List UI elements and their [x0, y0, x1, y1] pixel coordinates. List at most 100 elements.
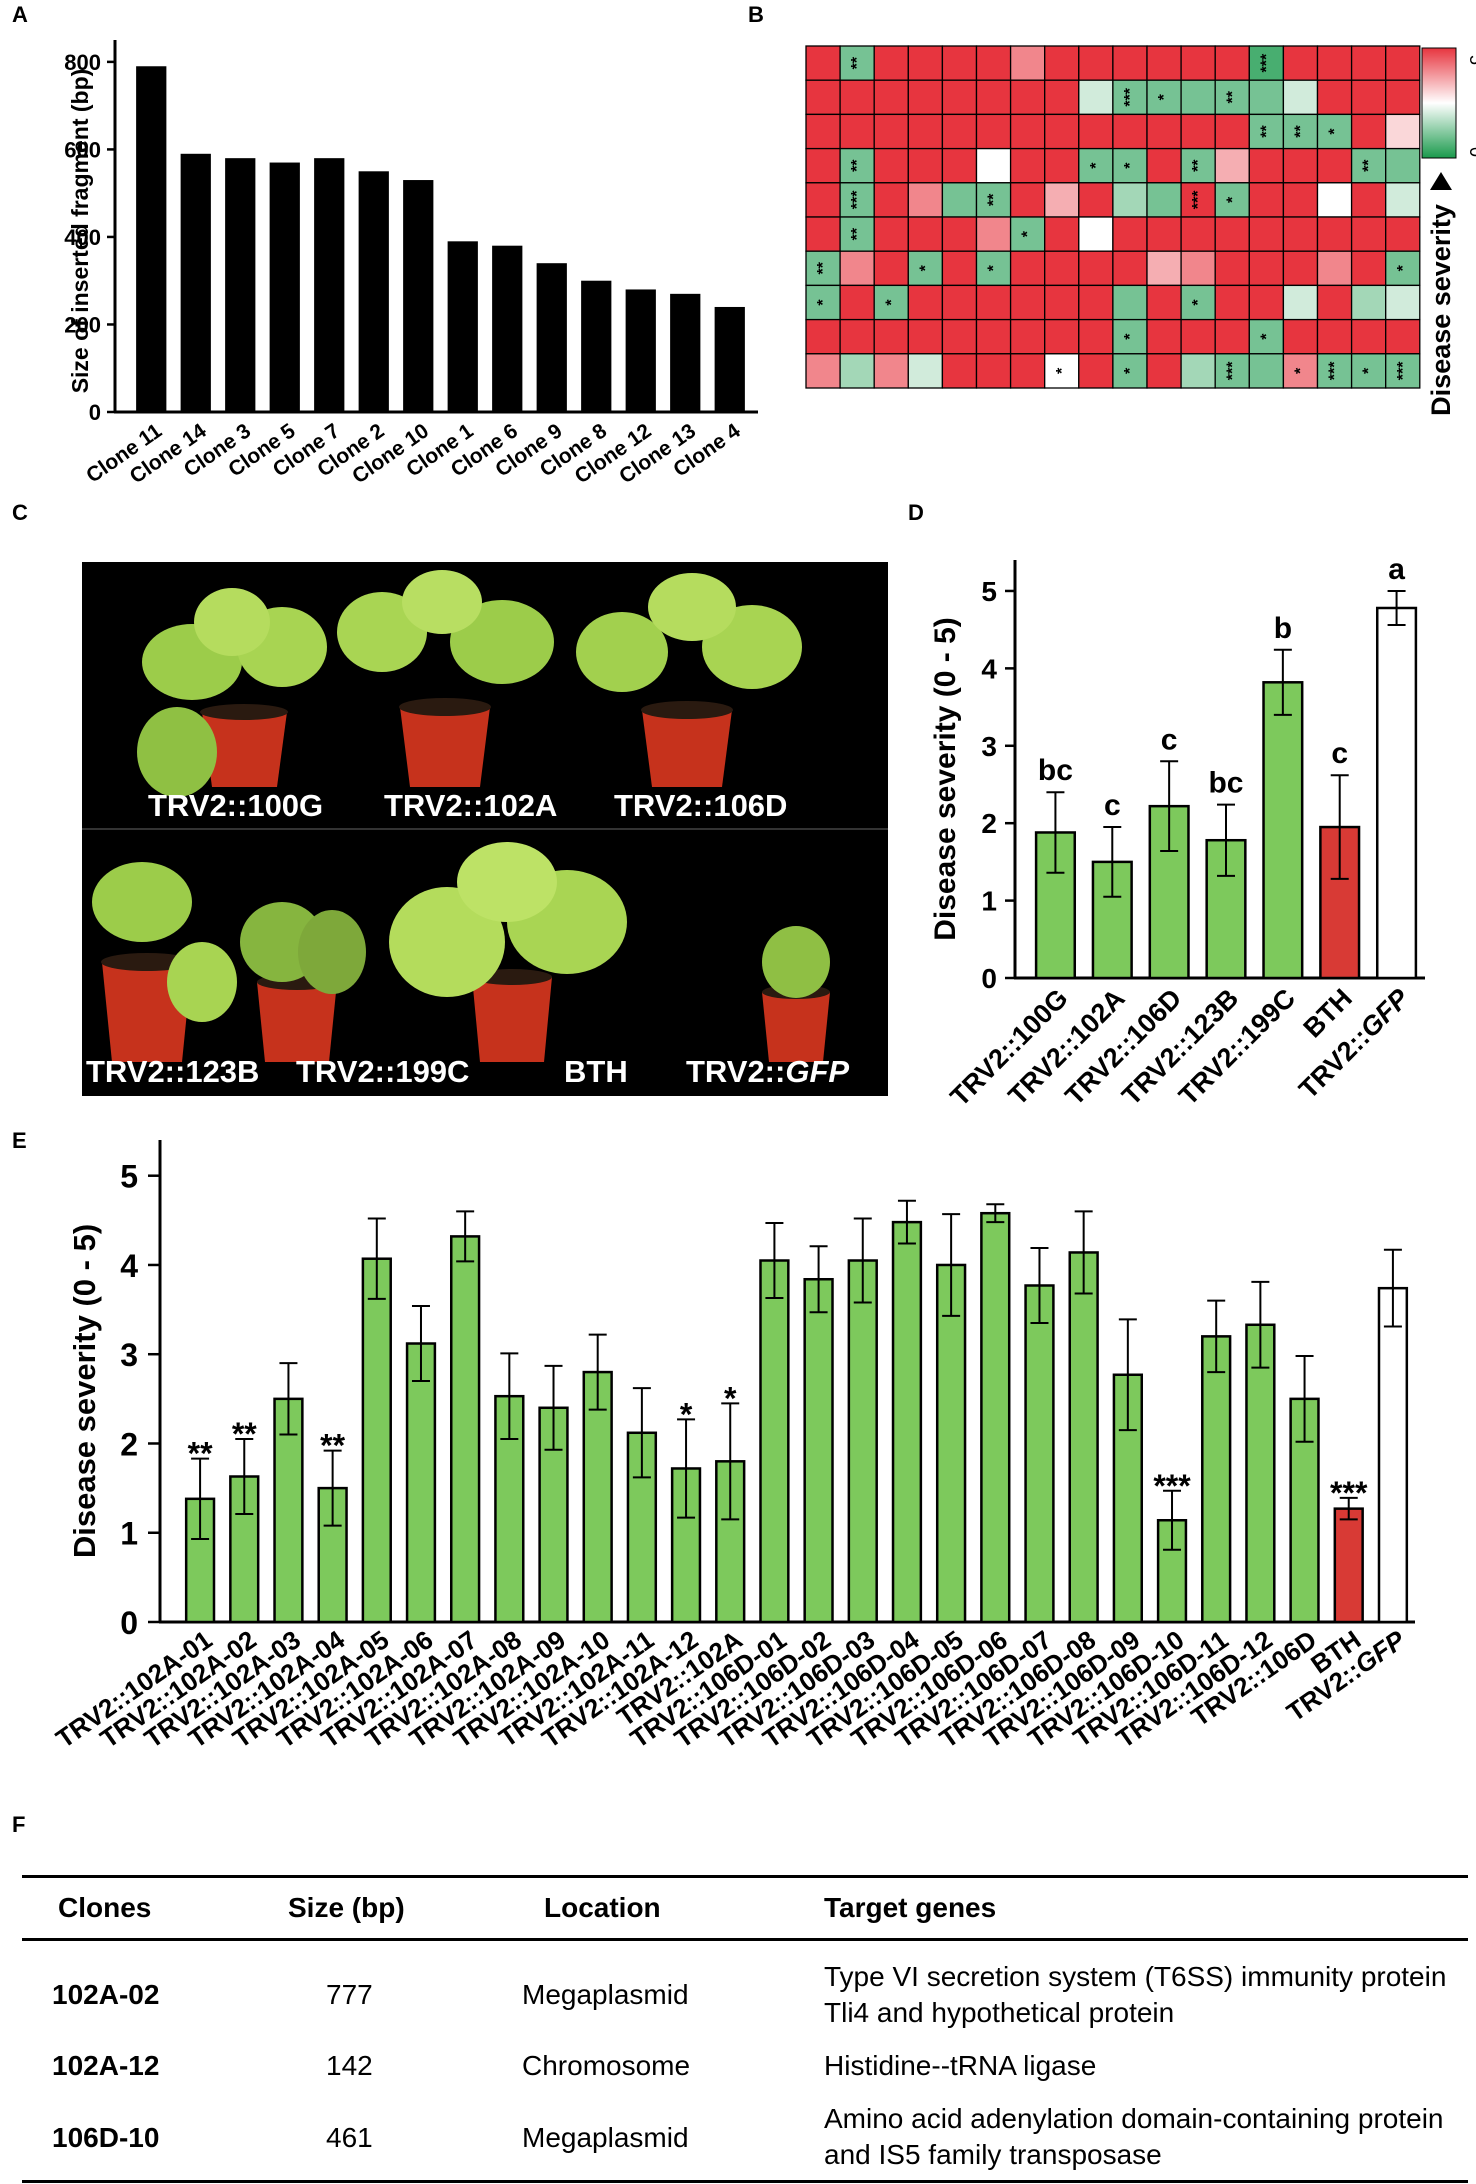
heatmap-cell [873, 353, 909, 389]
bar [403, 180, 434, 412]
heatmap-cell [1009, 353, 1046, 389]
heatmap-cell [1078, 284, 1114, 321]
table-row: 102A-12 142 Chromosome Histidine--tRNA l… [22, 2035, 1468, 2097]
heatmap-cell [1146, 182, 1182, 218]
bar [269, 162, 300, 412]
y-tick-label: 600 [64, 137, 101, 162]
heatmap-cell [805, 216, 841, 252]
heatmap-cell [1180, 216, 1216, 252]
bar [670, 293, 701, 412]
significance-stars: * [680, 1396, 693, 1432]
significance-stars: ** [320, 1428, 345, 1464]
target-genes-table: Clones Size (bp) Location Target genes 1… [22, 1875, 1468, 2183]
bar [582, 1370, 613, 1624]
heatmap-significance: * [1224, 196, 1241, 203]
bar [492, 245, 523, 412]
heatmap-cell [1009, 113, 1046, 150]
heatmap-significance: ** [815, 261, 832, 274]
heatmap-cell [1282, 147, 1319, 184]
heatmap-cell [1146, 284, 1182, 321]
colorbar-arrow-icon [1430, 172, 1452, 190]
significance-letter: b [1274, 612, 1292, 645]
heatmap-significance: *** [1258, 53, 1275, 72]
panel-letter-f: F [12, 1812, 26, 1837]
y-axis-label: Disease severity (0 - 5) [67, 1224, 102, 1558]
heatmap-cell [1009, 250, 1046, 287]
heatmap-cell [839, 318, 875, 355]
photo-label-gfp-prefix: TRV2:: [686, 1054, 786, 1089]
significance-letter: c [1104, 789, 1121, 822]
heatmap-cell [1214, 147, 1250, 184]
heatmap-cell [873, 216, 909, 252]
heatmap-significance: ** [1224, 90, 1241, 103]
header-target-genes: Target genes [824, 1892, 997, 1923]
heatmap-cell [1282, 113, 1319, 150]
heatmap-cell [1112, 79, 1148, 116]
heatmap-cell [873, 45, 909, 81]
heatmap-significance: ** [1361, 159, 1378, 172]
cell-location: Chromosome [522, 2050, 691, 2081]
heatmap-cell [907, 318, 944, 355]
heatmap-cell [907, 147, 944, 184]
heatmap-cell [1180, 284, 1216, 321]
y-tick-label: 1 [120, 1516, 138, 1552]
gene-line: and IS5 family transposase [824, 2139, 1162, 2171]
heatmap-significance: ** [986, 193, 1003, 206]
colorbar-label: Disease severity [1426, 204, 1456, 416]
bar [180, 153, 211, 412]
panel-letter-a: A [12, 2, 28, 27]
heatmap-cell [1112, 147, 1148, 184]
panel-letter-d: D [908, 500, 924, 525]
y-tick-label: 800 [64, 50, 101, 75]
heatmap-cell [1214, 79, 1250, 116]
heatmap-cell [1214, 216, 1250, 252]
heatmap-significance: *** [1190, 190, 1207, 209]
plant-100g [137, 588, 327, 797]
heatmap-cell [1248, 250, 1285, 287]
gene-line: Tli4 and hypothetical protein [824, 1997, 1175, 2028]
heatmap-cell [1044, 45, 1080, 81]
bar [361, 1257, 392, 1624]
bar [358, 171, 389, 412]
heatmap-cell [1248, 216, 1285, 252]
heatmap-cell [1316, 79, 1353, 116]
y-tick-label: 0 [981, 963, 997, 994]
heatmap-cell [941, 147, 978, 184]
y-tick-label: 3 [981, 731, 997, 762]
cell-clone: 102A-02 [52, 1979, 160, 2010]
header-clones: Clones [58, 1892, 152, 1923]
significance-letter: c [1161, 723, 1178, 756]
heatmap-significance: * [883, 299, 900, 306]
heatmap-cell [941, 113, 978, 150]
heatmap-cell [839, 250, 875, 287]
heatmap-significance: * [1292, 367, 1309, 374]
heatmap-significance: *** [849, 190, 866, 209]
heatmap-significance: * [1122, 162, 1139, 169]
photo-label-100g: TRV2::100G [148, 788, 324, 823]
header-size: Size (bp) [288, 1892, 405, 1923]
bar [136, 66, 167, 413]
heatmap-significance: * [986, 264, 1003, 271]
photo-label-123b: TRV2::123B [86, 1054, 260, 1089]
cell-clone: 102A-12 [52, 2050, 160, 2081]
table-header-row: Clones Size (bp) Location Target genes [22, 1876, 1468, 1940]
photo-label-102a: TRV2::102A [384, 788, 558, 823]
heatmap-cell [1044, 353, 1080, 389]
heatmap-cell [1112, 250, 1148, 287]
heatmap-significance: * [1395, 264, 1412, 271]
cell-size: 461 [326, 2122, 373, 2154]
heatmap-cell [907, 216, 944, 252]
heatmap-cell [1078, 113, 1114, 150]
significance-stars: ** [232, 1416, 257, 1452]
cell-location: Megaplasmid [522, 1979, 689, 2010]
bar [715, 1460, 746, 1624]
heatmap-cell [1248, 353, 1285, 389]
heatmap-significance: ** [849, 56, 866, 69]
heatmap-cell [907, 250, 944, 287]
bar [1333, 1507, 1364, 1624]
photo-label-199c: TRV2::199C [296, 1054, 470, 1089]
y-tick-label: 1 [981, 886, 997, 917]
heatmap-cell [1350, 113, 1387, 150]
significance-letter: bc [1038, 754, 1073, 787]
